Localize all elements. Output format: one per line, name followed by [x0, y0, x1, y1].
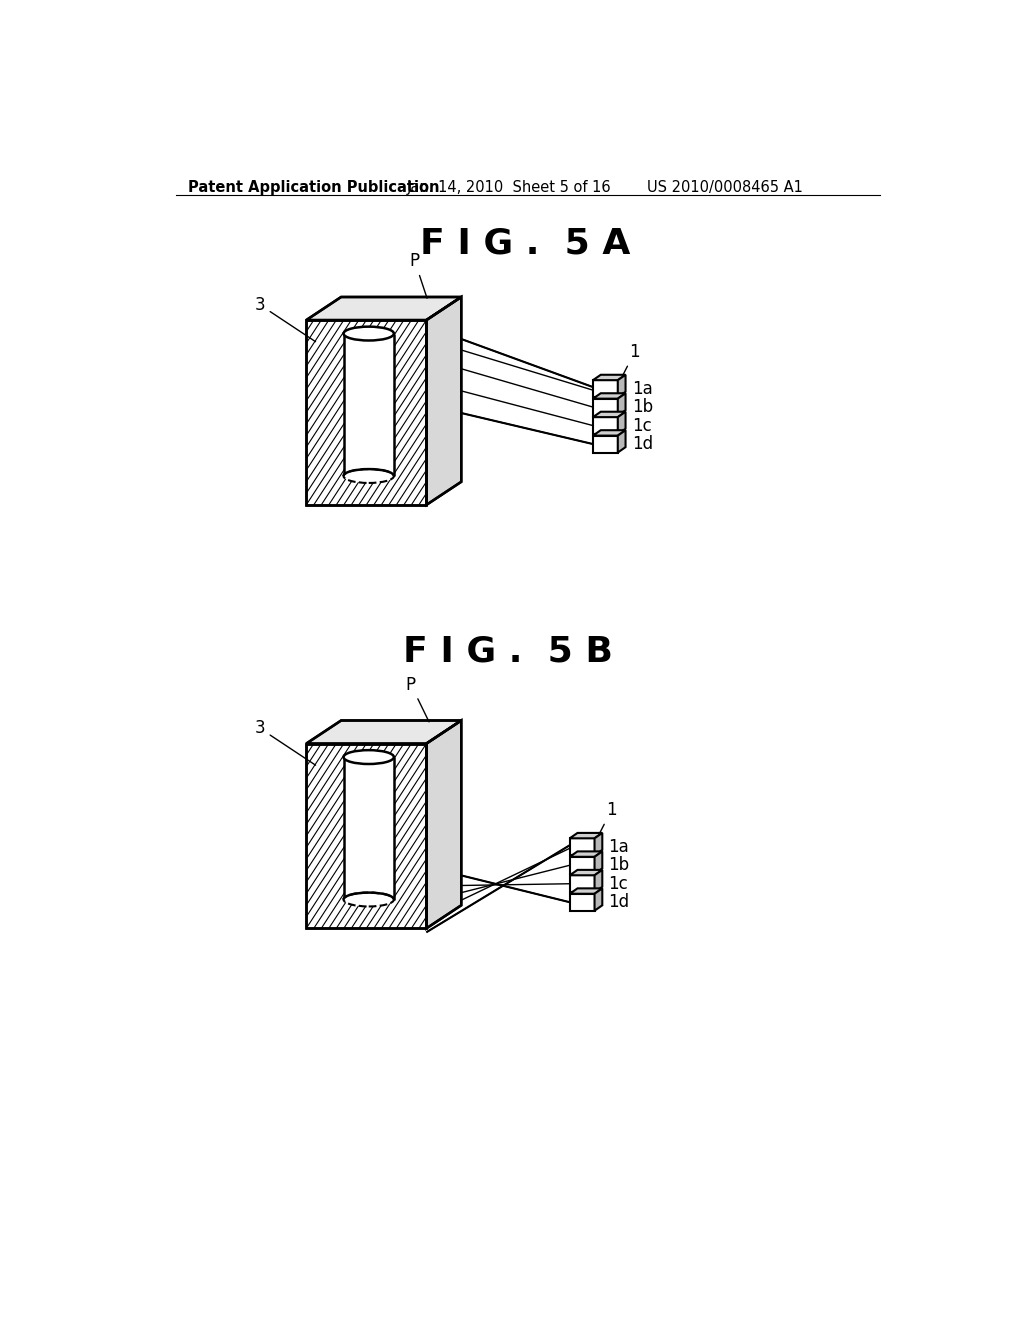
Text: 1c: 1c	[632, 417, 651, 434]
Polygon shape	[593, 412, 626, 417]
Polygon shape	[343, 758, 394, 899]
Polygon shape	[569, 888, 602, 894]
Text: 1b: 1b	[608, 857, 630, 874]
Polygon shape	[593, 393, 626, 399]
Text: P: P	[410, 252, 427, 298]
Polygon shape	[569, 833, 602, 838]
Ellipse shape	[343, 892, 394, 907]
Text: F I G .  5 B: F I G . 5 B	[402, 634, 612, 668]
Polygon shape	[306, 721, 461, 743]
Text: 1d: 1d	[632, 436, 653, 453]
Polygon shape	[593, 380, 617, 397]
Polygon shape	[617, 430, 626, 453]
Text: 1: 1	[600, 801, 616, 833]
Text: 3: 3	[254, 296, 315, 342]
Polygon shape	[595, 888, 602, 911]
Polygon shape	[593, 430, 626, 436]
Polygon shape	[569, 870, 602, 875]
Ellipse shape	[343, 469, 394, 483]
Polygon shape	[593, 436, 617, 453]
Polygon shape	[569, 851, 602, 857]
Polygon shape	[306, 297, 461, 321]
Text: 1a: 1a	[608, 838, 630, 855]
Text: P: P	[406, 676, 429, 722]
Polygon shape	[617, 375, 626, 397]
Polygon shape	[593, 417, 617, 434]
Polygon shape	[306, 743, 426, 928]
Text: 1a: 1a	[632, 380, 652, 397]
Polygon shape	[569, 894, 595, 911]
Text: 1: 1	[623, 343, 640, 375]
Ellipse shape	[343, 326, 394, 341]
Polygon shape	[617, 412, 626, 434]
Text: 1d: 1d	[608, 894, 630, 911]
Polygon shape	[569, 875, 595, 892]
Text: US 2010/0008465 A1: US 2010/0008465 A1	[647, 180, 803, 195]
Ellipse shape	[343, 750, 394, 764]
Polygon shape	[426, 721, 461, 928]
Polygon shape	[426, 297, 461, 506]
Text: Jan. 14, 2010  Sheet 5 of 16: Jan. 14, 2010 Sheet 5 of 16	[407, 180, 611, 195]
Polygon shape	[343, 334, 394, 477]
Polygon shape	[593, 375, 626, 380]
Polygon shape	[593, 399, 617, 416]
Polygon shape	[569, 857, 595, 874]
Text: Patent Application Publication: Patent Application Publication	[188, 180, 440, 195]
Text: 1b: 1b	[632, 399, 653, 416]
Polygon shape	[617, 393, 626, 416]
Text: 1c: 1c	[608, 875, 629, 892]
Polygon shape	[306, 321, 426, 506]
Polygon shape	[569, 838, 595, 855]
Text: F I G .  5 A: F I G . 5 A	[420, 226, 630, 260]
Polygon shape	[595, 833, 602, 855]
Text: 3: 3	[254, 719, 315, 766]
Polygon shape	[595, 870, 602, 892]
Polygon shape	[595, 851, 602, 874]
